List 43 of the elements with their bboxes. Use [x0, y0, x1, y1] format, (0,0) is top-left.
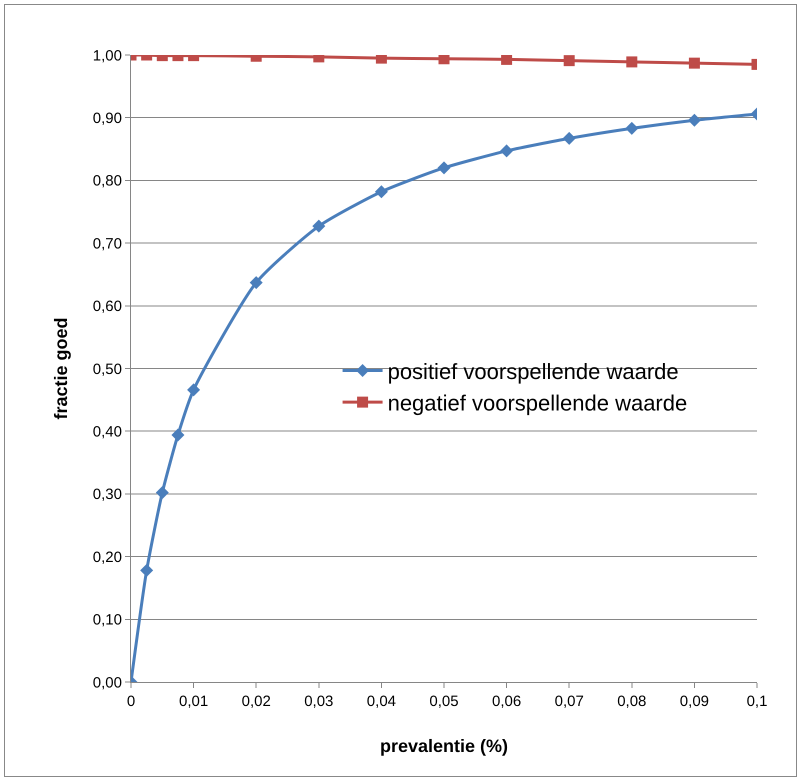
y-tick-label: 0,40	[92, 423, 122, 440]
x-tick-label: 0,02	[242, 693, 271, 710]
y-tick-label: 0,00	[92, 674, 122, 692]
x-tick-label: 0,03	[304, 693, 334, 710]
point	[688, 58, 700, 69]
y-tick-label: 0,70	[92, 235, 122, 252]
y-tick-label: 0,30	[92, 486, 122, 504]
legend-label: positief voorspellende waarde	[388, 359, 679, 384]
point	[562, 132, 576, 145]
y-tick-label: 0,80	[92, 172, 122, 190]
y-tick-label: 0,50	[92, 360, 122, 378]
point	[312, 220, 326, 233]
x-tick-label: 0,07	[554, 693, 584, 710]
point	[250, 276, 263, 290]
point	[374, 185, 388, 198]
x-tick-label: 0,1	[746, 693, 768, 710]
x-tick-label: 0,05	[429, 693, 459, 710]
legend-label: negatief voorspellende waarde	[388, 390, 688, 416]
point	[564, 55, 575, 66]
point	[501, 55, 512, 65]
y-tick-label: 0,10	[92, 612, 122, 629]
y-tick-label: 0,90	[92, 110, 122, 127]
x-tick-label: 0,09	[680, 693, 709, 710]
y-tick-label: 0,20	[92, 548, 122, 566]
x-tick-label: 0,04	[366, 693, 396, 710]
point	[688, 114, 701, 127]
point	[626, 56, 638, 68]
point	[500, 144, 514, 158]
point	[438, 55, 450, 64]
point	[625, 122, 638, 135]
y-tick-label: 1,00	[92, 47, 122, 64]
point	[438, 161, 450, 174]
x-tick-label: 0,08	[617, 693, 646, 710]
x-axis-title: prevalentie (%)	[380, 736, 508, 756]
x-tick-label: 0,06	[492, 693, 522, 710]
y-axis-title: fractie goed	[50, 317, 71, 420]
x-tick-label: 0,01	[179, 693, 208, 710]
x-tick-label: 0	[126, 693, 136, 710]
point	[187, 383, 200, 396]
point	[156, 486, 169, 500]
point	[140, 564, 154, 577]
point	[171, 428, 184, 442]
y-tick-label: 0,60	[92, 298, 122, 316]
